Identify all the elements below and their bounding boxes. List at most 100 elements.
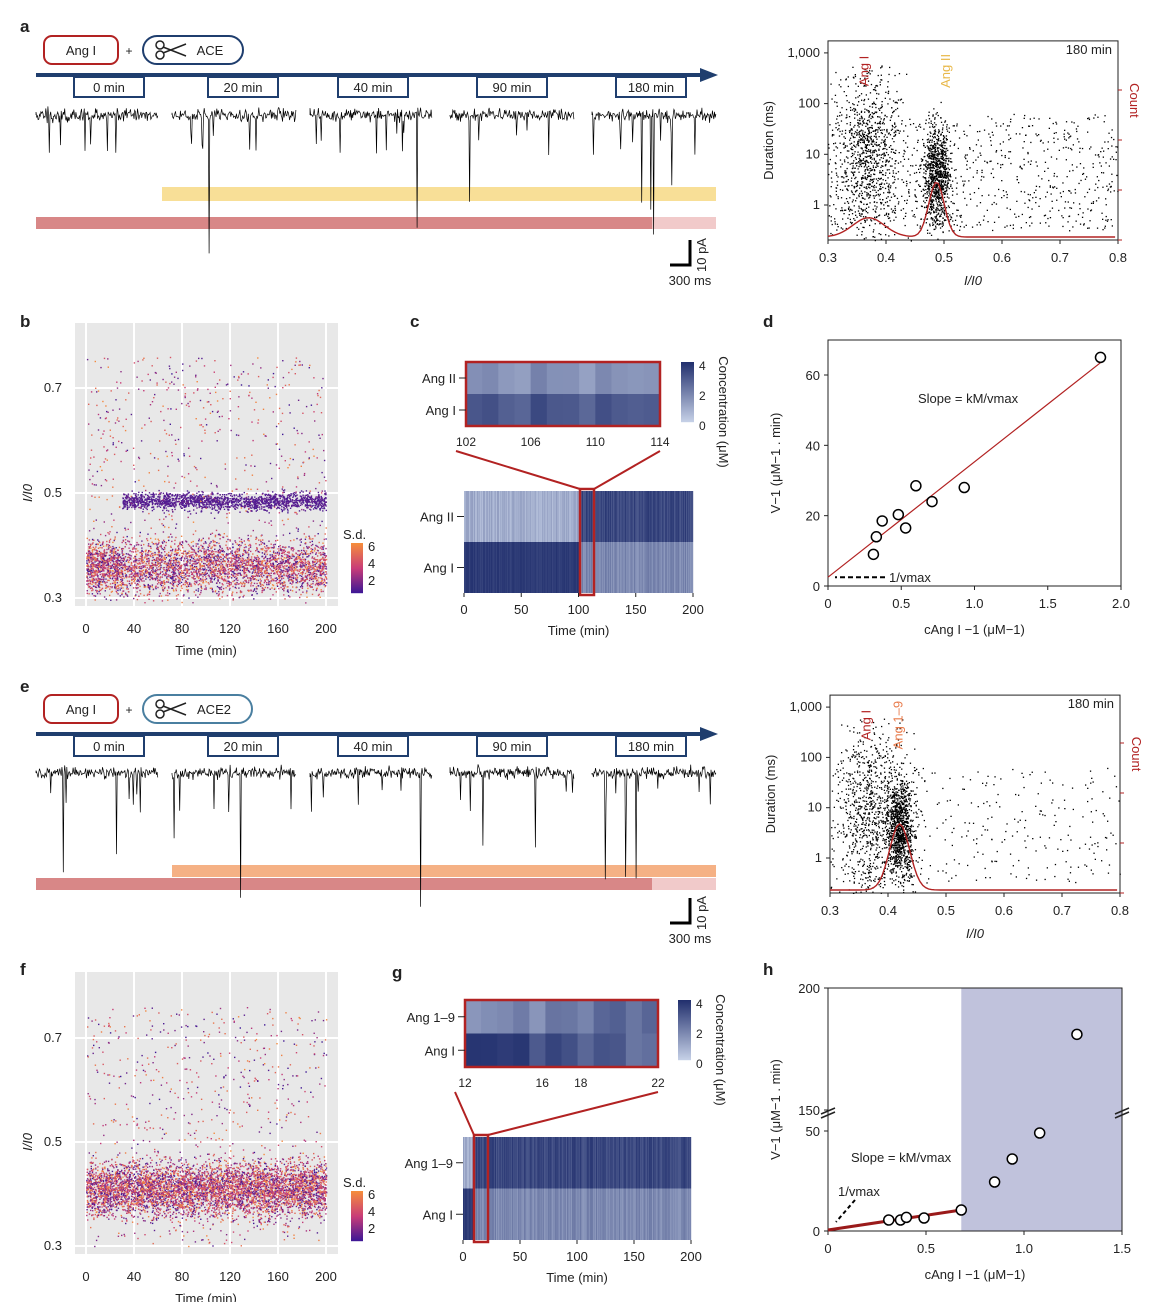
scatter-point [935, 162, 937, 165]
scatter-point [920, 205, 923, 207]
scatter-point [883, 118, 885, 120]
scatter-point [895, 109, 897, 111]
scatter-point [842, 825, 844, 827]
scatter-point [1110, 136, 1113, 139]
scatter-point [1076, 130, 1078, 133]
scatter-point [850, 783, 852, 785]
scatter-point [884, 776, 887, 778]
scatter-point [922, 195, 924, 197]
scatter-point [884, 801, 886, 804]
scatter-point [858, 852, 860, 855]
scatter-point [1029, 200, 1031, 202]
scatter-point [898, 817, 900, 819]
scatter-point [916, 813, 918, 815]
scatter-point [1090, 811, 1092, 813]
scatter-point [867, 813, 870, 815]
time-annotation: 180 min [1068, 696, 1114, 711]
scatter-point [856, 133, 858, 135]
scatter-point [897, 203, 900, 205]
scatter-point [873, 879, 875, 882]
scatter-point [894, 799, 896, 801]
scatter-point [854, 74, 856, 76]
scatter-point [831, 835, 833, 837]
scatter-point [895, 834, 897, 837]
scatter-point [931, 145, 933, 147]
scatter-point [872, 865, 874, 868]
scatter-point [1107, 767, 1109, 770]
scatter-point [854, 109, 856, 111]
scatter-point [937, 155, 939, 158]
scatter-point [875, 835, 877, 838]
scatter-point [889, 854, 891, 856]
scatter-point [850, 190, 853, 192]
scatter-point [905, 790, 907, 792]
scatter-point [870, 849, 872, 851]
scatter-point [938, 171, 940, 173]
scatter-point [828, 173, 830, 176]
scatter-point [964, 180, 966, 182]
scatter-point [928, 122, 930, 124]
scatter-point [928, 211, 931, 213]
scatter-point [941, 163, 944, 165]
scatter-point [262, 549, 264, 551]
scatter-point [842, 858, 844, 860]
scatter-point [890, 772, 892, 775]
scatter-point [973, 192, 976, 194]
scatter-point [856, 732, 859, 734]
scatter-point [899, 835, 901, 837]
scatter-point [926, 154, 929, 157]
scatter-point [895, 861, 898, 863]
scatter-point [924, 185, 926, 187]
scatter-point [855, 185, 858, 188]
scatter-point [847, 76, 849, 78]
scatter-point [905, 828, 907, 830]
scatter-point [900, 807, 902, 809]
scatter-point [849, 788, 852, 790]
scatter-point [1088, 117, 1090, 119]
scatter-point [901, 780, 904, 782]
scatter-point [943, 162, 945, 164]
scatter-point [931, 151, 934, 153]
scatter-point [1109, 158, 1112, 160]
scatter-point [916, 224, 919, 226]
scatter-point [947, 163, 949, 165]
scatter-point [929, 183, 931, 185]
scatter-point [856, 197, 858, 199]
scatter-point [897, 818, 899, 821]
scatter-point [1092, 821, 1094, 823]
scatter-point [897, 171, 900, 173]
scatter-point [879, 107, 882, 109]
scatter-point [909, 792, 911, 795]
scatter-point [175, 503, 177, 505]
scatter-point [881, 104, 883, 106]
scatter-point [864, 813, 866, 815]
scatter-point [88, 570, 91, 572]
scatter-point [885, 817, 887, 820]
scatter-point [905, 874, 907, 876]
scatter-point [907, 831, 909, 833]
scatter-point [929, 208, 931, 210]
scatter-point [871, 829, 873, 831]
scatter-point [249, 564, 252, 566]
scatter-point [858, 195, 860, 198]
scatter-point [908, 856, 911, 859]
scatter-point [848, 116, 851, 118]
scatter-point [845, 170, 847, 172]
scatter-point [902, 719, 904, 721]
scatter-point [833, 865, 835, 868]
scatter-point [930, 217, 933, 219]
scatter-point [868, 149, 870, 151]
scatter-point [895, 847, 897, 849]
scatter-point [916, 149, 918, 152]
scatter-point [903, 158, 906, 160]
scatter-point [938, 182, 940, 184]
scatter-point [869, 797, 871, 799]
scatter-point [860, 111, 863, 113]
scatter-point [857, 864, 859, 866]
scatter-point [1086, 191, 1089, 194]
scatter-point [894, 133, 897, 136]
scatter-point [838, 124, 840, 127]
scatter-point [864, 69, 866, 71]
scatter-point [924, 193, 926, 195]
scatter-point [940, 215, 942, 217]
